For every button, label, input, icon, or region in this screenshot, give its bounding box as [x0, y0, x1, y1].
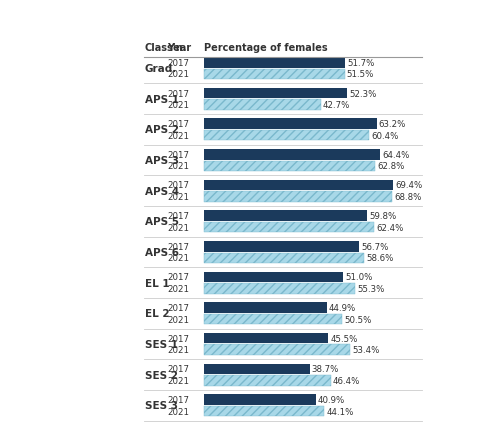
- Text: 52.3%: 52.3%: [349, 89, 376, 98]
- Bar: [204, 150, 380, 160]
- Text: SES 3: SES 3: [144, 400, 178, 410]
- Text: 46.4%: 46.4%: [333, 376, 360, 385]
- Text: APS 4: APS 4: [144, 186, 179, 196]
- Text: 2017: 2017: [167, 242, 189, 251]
- Text: 2017: 2017: [167, 120, 189, 129]
- Bar: [204, 70, 345, 80]
- Text: 45.5%: 45.5%: [330, 334, 358, 343]
- Text: 50.5%: 50.5%: [344, 315, 372, 324]
- Text: 44.1%: 44.1%: [326, 406, 354, 416]
- Bar: [204, 192, 392, 202]
- Text: 2017: 2017: [167, 89, 189, 98]
- Text: 56.7%: 56.7%: [361, 242, 388, 251]
- Text: 59.8%: 59.8%: [370, 212, 396, 221]
- Text: Year: Year: [167, 42, 192, 53]
- Text: 2017: 2017: [167, 304, 189, 312]
- Text: 62.4%: 62.4%: [376, 223, 404, 232]
- Bar: [204, 88, 347, 99]
- Text: EL 1: EL 1: [144, 278, 169, 288]
- Text: 2021: 2021: [167, 346, 189, 354]
- Bar: [204, 303, 326, 313]
- Text: APS 6: APS 6: [144, 247, 179, 258]
- Bar: [204, 223, 374, 233]
- Text: EL 2: EL 2: [144, 309, 169, 318]
- Text: 63.2%: 63.2%: [379, 120, 406, 129]
- Bar: [204, 100, 321, 110]
- Bar: [204, 406, 324, 417]
- Bar: [204, 119, 376, 130]
- Bar: [204, 253, 364, 263]
- Bar: [204, 161, 375, 172]
- Text: APS 3: APS 3: [144, 156, 179, 166]
- Text: 2017: 2017: [167, 273, 189, 282]
- Text: 2021: 2021: [167, 70, 189, 79]
- Bar: [204, 333, 328, 344]
- Bar: [204, 364, 310, 374]
- Text: 40.9%: 40.9%: [318, 395, 345, 404]
- Text: 2021: 2021: [167, 131, 189, 140]
- Text: 2021: 2021: [167, 223, 189, 232]
- Text: 44.9%: 44.9%: [329, 304, 356, 312]
- Text: 60.4%: 60.4%: [371, 131, 398, 140]
- Text: 51.5%: 51.5%: [347, 70, 374, 79]
- Text: 2021: 2021: [167, 376, 189, 385]
- Text: APS 1: APS 1: [144, 95, 179, 105]
- Text: 2021: 2021: [167, 406, 189, 416]
- Bar: [204, 375, 331, 386]
- Text: 2017: 2017: [167, 151, 189, 159]
- Text: 2017: 2017: [167, 395, 189, 404]
- Text: 2021: 2021: [167, 162, 189, 171]
- Text: APS 2: APS 2: [144, 125, 179, 135]
- Bar: [204, 211, 367, 221]
- Text: 2021: 2021: [167, 101, 189, 110]
- Text: APS 5: APS 5: [144, 217, 179, 227]
- Text: 2021: 2021: [167, 254, 189, 263]
- Text: 55.3%: 55.3%: [357, 284, 384, 293]
- Text: 53.4%: 53.4%: [352, 346, 379, 354]
- Bar: [204, 58, 345, 68]
- Text: 38.7%: 38.7%: [312, 364, 339, 374]
- Text: 2017: 2017: [167, 334, 189, 343]
- Text: 2017: 2017: [167, 364, 189, 374]
- Text: 42.7%: 42.7%: [323, 101, 350, 110]
- Bar: [204, 241, 359, 252]
- Text: 51.7%: 51.7%: [348, 59, 375, 68]
- Text: 64.4%: 64.4%: [382, 151, 409, 159]
- Text: Class'n.: Class'n.: [144, 42, 187, 53]
- Bar: [204, 272, 343, 283]
- Text: 2017: 2017: [167, 181, 189, 190]
- Text: 2021: 2021: [167, 193, 189, 201]
- Text: 62.8%: 62.8%: [378, 162, 405, 171]
- Bar: [204, 345, 350, 355]
- Text: 2017: 2017: [167, 59, 189, 68]
- Bar: [204, 314, 342, 325]
- Text: 69.4%: 69.4%: [396, 181, 423, 190]
- Text: SES 1: SES 1: [144, 339, 178, 349]
- Text: 68.8%: 68.8%: [394, 193, 421, 201]
- Bar: [204, 131, 369, 141]
- Text: Grad.: Grad.: [144, 64, 177, 74]
- Bar: [204, 283, 355, 294]
- Text: Percentage of females: Percentage of females: [204, 42, 328, 53]
- Text: 2017: 2017: [167, 212, 189, 221]
- Text: 58.6%: 58.6%: [366, 254, 394, 263]
- Text: SES 2: SES 2: [144, 370, 178, 380]
- Bar: [204, 394, 316, 405]
- Bar: [204, 180, 394, 191]
- Text: 2021: 2021: [167, 284, 189, 293]
- Text: 2021: 2021: [167, 315, 189, 324]
- Text: 51.0%: 51.0%: [346, 273, 373, 282]
